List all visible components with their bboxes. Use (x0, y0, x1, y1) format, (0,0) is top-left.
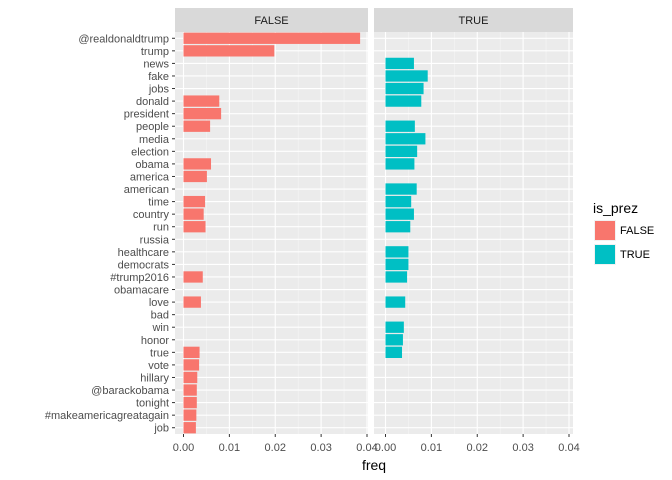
bar-true-love (385, 296, 406, 308)
y-tick-label: russia (140, 234, 170, 246)
y-tick-label: donald (136, 96, 169, 108)
bar-true-obama (385, 158, 415, 170)
x-axis-ticks: 0.00 0.01 0.02 0.03 0.040.00 0.01 0.02 0.03 0.04 (173, 434, 580, 454)
bar-false-people (183, 120, 211, 132)
strip-false (175, 8, 368, 32)
bar-true-democrats (385, 258, 409, 271)
y-tick-label: bad (151, 310, 169, 322)
bar-false-trump (183, 45, 275, 57)
x-tick-label: 0.03 (310, 442, 331, 454)
bar-false-@barackobama (183, 384, 197, 396)
y-tick-label: obamacare (114, 285, 169, 297)
bar-false-time (183, 195, 206, 208)
legend-swatch-false (595, 221, 615, 240)
bar-false-tonight (183, 396, 197, 409)
y-tick-label: healthcare (118, 247, 169, 259)
bar-false-#makeamericagreatagain (183, 409, 197, 421)
y-tick-label: time (148, 197, 169, 209)
y-tick-label: run (153, 222, 169, 234)
bar-false-@realdonaldtrump (183, 32, 361, 44)
bar-false-obama (183, 158, 212, 170)
bar-true-people (385, 120, 415, 132)
bar-true-country (385, 208, 414, 220)
y-tick-label: president (124, 109, 169, 121)
y-axis-ticks: @realdonaldtrumptrumpnewsfakejobsdonaldp… (45, 33, 175, 435)
y-tick-label: honor (141, 335, 169, 347)
y-tick-label: #makeamericagreatagain (45, 410, 169, 422)
y-tick-label: news (143, 58, 169, 70)
x-axis-title: freq (362, 457, 386, 473)
bar-true-time (385, 195, 412, 208)
y-tick-label: election (131, 146, 169, 158)
x-tick-label: 0.04 (558, 442, 579, 454)
bar-true-true (385, 346, 403, 358)
bar-false-president (183, 108, 222, 120)
bar-true-media (385, 133, 426, 145)
y-tick-label: vote (148, 360, 169, 372)
x-tick-label: 0.01 (219, 442, 240, 454)
y-tick-label: trump (141, 46, 169, 58)
bar-true-win (385, 321, 404, 333)
y-tick-label: jobs (148, 84, 170, 96)
x-tick-label: 0.01 (421, 442, 442, 454)
x-tick-label: 0.03 (512, 442, 533, 454)
y-tick-label: country (133, 209, 170, 221)
bars-true (385, 57, 428, 358)
y-tick-label: #trump2016 (110, 272, 169, 284)
strip-label-true: TRUE (459, 15, 489, 27)
bar-true-run (385, 221, 411, 233)
y-tick-label: hillary (140, 372, 169, 384)
y-tick-label: true (150, 347, 169, 359)
bar-true-#trump2016 (385, 271, 408, 283)
bar-false-donald (183, 95, 220, 107)
bar-true-donald (385, 95, 422, 107)
bar-true-jobs (385, 82, 424, 95)
x-tick-label: 0.00 (375, 442, 396, 454)
legend-title: is_prez (593, 200, 638, 216)
y-tick-label: democrats (118, 259, 170, 271)
bar-true-news (385, 57, 414, 70)
bar-false-love (183, 296, 201, 308)
y-tick-label: @barackobama (91, 385, 170, 397)
x-tick-label: 0.02 (265, 442, 286, 454)
y-tick-label: tonight (136, 398, 169, 410)
y-tick-label: obama (135, 159, 170, 171)
bar-false-run (183, 221, 206, 233)
bar-true-american (385, 183, 417, 195)
legend-label-false: FALSE (620, 225, 654, 237)
bar-true-fake (385, 70, 428, 82)
bar-true-election (385, 145, 418, 157)
y-tick-label: love (149, 297, 169, 309)
bar-false-hillary (183, 371, 198, 384)
bar-true-healthcare (385, 246, 409, 258)
x-tick-label: 0.00 (173, 442, 194, 454)
legend-swatch-true (595, 245, 615, 264)
y-tick-label: job (153, 423, 169, 435)
strip-label-false: FALSE (254, 15, 288, 27)
y-tick-label: win (151, 322, 169, 334)
y-tick-label: fake (148, 71, 169, 83)
y-tick-label: people (136, 121, 169, 133)
bar-false-vote (183, 359, 200, 371)
x-tick-label: 0.02 (467, 442, 488, 454)
y-tick-label: @realdonaldtrump (78, 33, 169, 45)
bar-false-#trump2016 (183, 271, 203, 283)
bar-false-job (183, 422, 196, 434)
bar-false-america (183, 170, 207, 183)
strip-true (374, 8, 573, 32)
y-tick-label: media (139, 134, 170, 146)
legend-label-true: TRUE (620, 249, 650, 261)
y-tick-label: america (130, 171, 170, 183)
x-tick-label: 0.04 (356, 442, 377, 454)
bar-true-honor (385, 334, 403, 346)
panel-false-bg (175, 32, 368, 434)
bars-false (183, 32, 361, 434)
bar-false-true (183, 346, 200, 358)
bar-false-country (183, 208, 204, 220)
y-tick-label: american (124, 184, 169, 196)
